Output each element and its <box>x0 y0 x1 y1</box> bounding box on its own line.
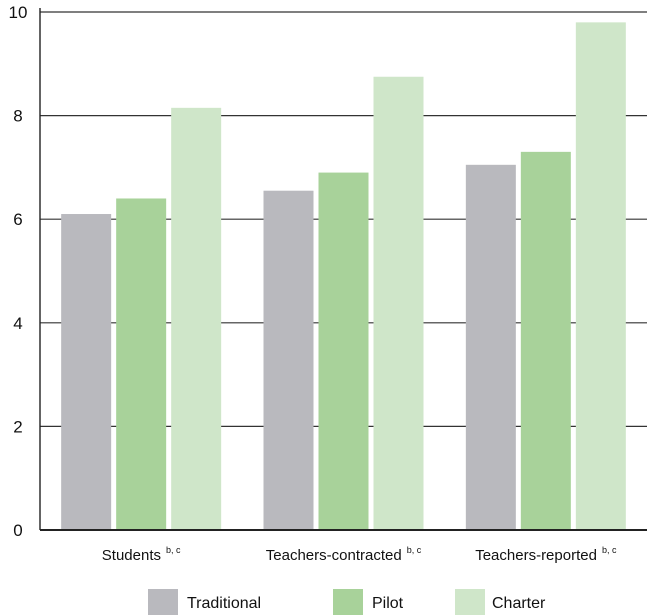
bar-charter-3 <box>575 22 626 531</box>
x-category-label: Teachers-contracted b, c <box>266 545 422 564</box>
bar-traditional-3 <box>465 164 516 530</box>
y-tick-label: 0 <box>13 521 22 540</box>
legend: Traditional Pilot Charter <box>148 589 546 615</box>
legend-swatch-traditional <box>148 589 178 615</box>
legend-label-traditional: Traditional <box>187 595 261 612</box>
y-tick-label: 4 <box>13 314 22 333</box>
x-category-superscript: b, c <box>407 545 422 555</box>
bar-traditional-2 <box>263 190 314 530</box>
x-category-superscript: b, c <box>602 545 617 555</box>
x-category-superscript: b, c <box>166 545 181 555</box>
bar-pilot-3 <box>520 151 571 531</box>
y-tick-label: 8 <box>13 107 22 126</box>
bar-charter-2 <box>373 76 424 530</box>
axis-layer: 0 2 4 6 8 10 Students b, c Teachers-contracted b,… <box>9 3 647 564</box>
x-category-name: Students <box>102 547 161 564</box>
legend-swatch-pilot <box>333 589 363 615</box>
y-tick-label: 2 <box>13 417 22 436</box>
x-category-label: Teachers-reported b, c <box>475 545 617 564</box>
y-tick-label: 10 <box>9 3 28 22</box>
bar-pilot-1 <box>116 198 167 531</box>
x-category-label: Students b, c <box>102 545 181 564</box>
x-category-name: Teachers-reported <box>475 547 597 564</box>
legend-label-pilot: Pilot <box>372 595 404 612</box>
legend-swatch-charter <box>455 589 485 615</box>
x-category-name: Teachers-contracted <box>266 547 402 564</box>
bar-charter-1 <box>171 107 222 530</box>
bar-pilot-2 <box>318 172 369 530</box>
bar-layer <box>61 22 626 531</box>
bar-traditional-1 <box>61 214 112 530</box>
legend-label-charter: Charter <box>492 595 546 612</box>
y-tick-label: 6 <box>13 210 22 229</box>
